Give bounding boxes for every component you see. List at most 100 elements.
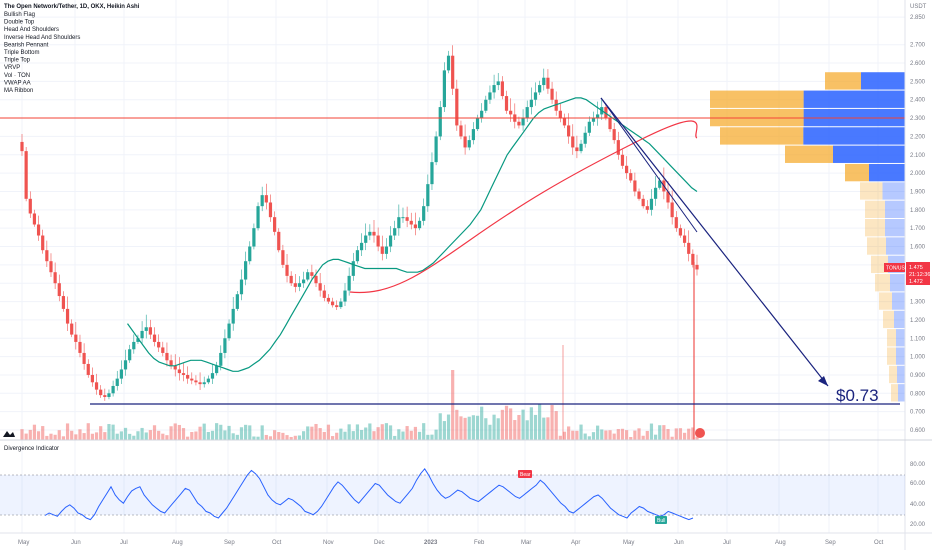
candle [475,118,480,130]
volume-bar [393,435,397,440]
candle [94,382,99,390]
volume-bar [467,416,471,440]
candle [86,363,90,375]
volume-bar [596,425,600,440]
volume-bar [355,424,360,440]
time-axis-label: May [18,540,29,546]
candle [107,393,111,397]
volume-bar [277,432,281,440]
volume-bar [496,418,500,440]
volume-bar [128,433,132,440]
volume-bar [330,436,335,440]
volume-bar [49,433,53,440]
candle [616,140,620,155]
candle [641,198,645,207]
volume-bar [430,434,434,440]
quote-currency: USDT [910,4,927,10]
candle [529,99,533,108]
volume-bar [210,430,215,440]
bear-marker: Bear [518,470,532,478]
profile-bar-up [885,200,905,218]
volume-bar [384,423,389,440]
volume-bar [119,431,123,440]
volume-bar [198,426,202,440]
candle [442,70,446,108]
candle [471,129,475,141]
candle [181,373,186,375]
candle [273,217,277,232]
volume-bar [343,431,347,440]
profile-bar-up [886,237,905,255]
volume-bar [140,427,144,440]
indicator-label: VRVP [4,65,20,71]
candle [32,213,37,225]
volume-bar [301,431,306,440]
volume-bar [322,431,326,440]
volume-bar [314,423,318,440]
candle [103,395,107,397]
candle [401,217,405,219]
volume-bar [583,433,587,440]
volume-bar [173,423,177,440]
divergence-title: Divergence Indicator [4,446,59,452]
candle [136,338,140,342]
volume-bar [264,434,268,440]
volume-bar [74,434,78,440]
candle [82,352,86,364]
price-axis-label: 1.900 [910,189,926,195]
candle [235,294,239,309]
candle [417,220,422,229]
price-axis-label: 1.300 [910,300,926,306]
candle [215,365,219,374]
volume-bar [380,424,384,440]
volume-bar [169,426,173,440]
price-axis-label: 2.600 [910,61,926,67]
candle [256,206,260,229]
profile-bar-down [865,200,885,218]
candle [144,327,148,331]
volume-bar [500,409,504,440]
candle [177,369,181,374]
volume-bar [629,436,633,440]
candle [596,114,600,119]
volume-bar [53,434,57,440]
candle [343,290,347,302]
price-axis-label: 2.400 [910,98,926,104]
candle [78,341,82,353]
price-axis-label: 2.200 [910,134,926,140]
volume-bar [401,431,405,440]
volume-bar [90,433,94,440]
candle [248,246,252,262]
candle [227,323,231,339]
volume-bar [206,431,210,440]
candle [504,96,509,111]
price-axis-label: 0.800 [910,391,926,397]
volume-bar [152,425,157,440]
divergence-axis: 80.00 60.00 40.00 20.00 [910,462,926,528]
volume-bars [20,345,705,440]
profile-bar-up [896,347,905,365]
candle [293,283,297,287]
volume-bar [554,411,558,440]
volume-bar [612,433,616,440]
candle [123,360,128,370]
volume-bar [244,424,248,440]
volume-bar [691,427,695,440]
legend: The Open Network/Tether, 1D, OKX, Heikin… [4,4,140,94]
volume-bar [637,428,641,440]
candle [645,206,649,210]
price-axis-label: 1.800 [910,208,926,214]
volume-bar [36,431,41,440]
volume-bar [306,426,310,440]
candle [169,360,173,366]
time-axis-label: Aug [775,540,786,546]
indicator-label: Bearish Pennant [4,42,49,48]
volume-bar [136,431,140,440]
candle [670,202,674,218]
volume-bar [20,429,24,440]
volume-bar [653,434,658,440]
candle [335,305,339,308]
price-tag-symbol: TON/USDT [886,266,911,272]
volume-bar [533,414,538,440]
volume-profile [710,72,905,402]
